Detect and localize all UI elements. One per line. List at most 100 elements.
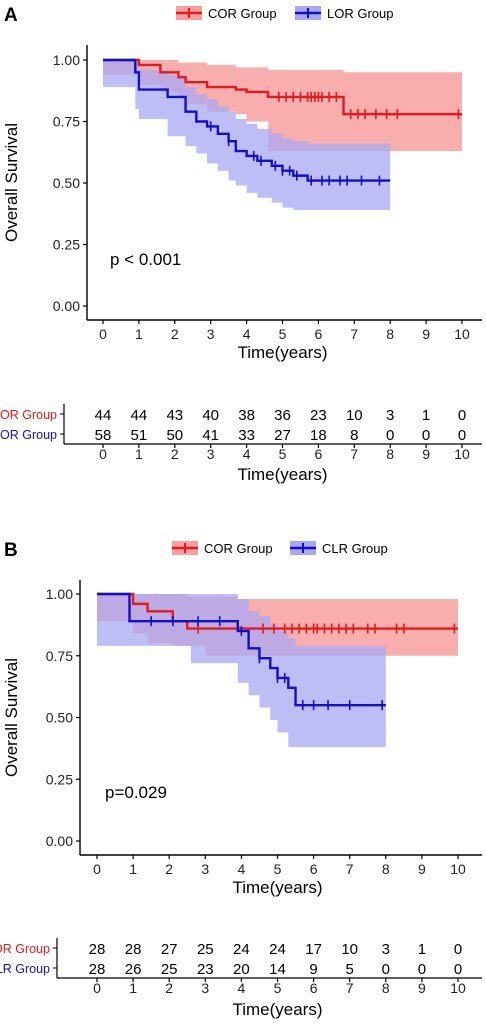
legend-label: COR Group (204, 541, 273, 556)
risk-time-label: 5 (279, 446, 287, 462)
risk-time-label: 9 (418, 980, 426, 996)
x-tick-label: 7 (350, 326, 358, 342)
risk-cell: 27 (274, 427, 291, 444)
risk-cell: 0 (418, 961, 426, 978)
x-axis-label: Time(years) (237, 343, 327, 362)
y-tick-label: 0.50 (53, 175, 80, 191)
risk-cell: 10 (341, 941, 358, 958)
x-tick-label: 3 (201, 861, 209, 877)
risk-table: COR Group2828272524241710310CLR Group282… (0, 938, 482, 1019)
risk-cell: 18 (310, 427, 327, 444)
panel-b: B COR Group CLR Group 0.00 0.25 0.50 0.75 1.00 0… (0, 540, 482, 1019)
y-tick-label: 0.75 (53, 114, 80, 130)
risk-cell: 24 (233, 941, 250, 958)
x-tick-label: 3 (207, 326, 215, 342)
risk-cell: 51 (131, 427, 148, 444)
risk-cell: 33 (238, 427, 255, 444)
risk-cell: 25 (161, 961, 178, 978)
x-tick-label: 2 (171, 326, 179, 342)
risk-cell: 25 (197, 941, 214, 958)
risk-cell: 40 (202, 407, 219, 424)
risk-time-label: 2 (171, 446, 179, 462)
risk-cell: 44 (131, 407, 148, 424)
x-tick-label: 9 (422, 326, 430, 342)
risk-time-label: 6 (310, 980, 318, 996)
risk-row-label: COR Group (0, 408, 57, 422)
x-tick-label: 10 (450, 861, 466, 877)
risk-x-axis-label: Time(years) (232, 1000, 322, 1019)
x-axis-label: Time(years) (232, 878, 322, 897)
risk-time-label: 3 (201, 980, 209, 996)
survival-line-cor (103, 58, 462, 116)
risk-row-label: COR Group (0, 942, 50, 956)
x-tick-label: 1 (135, 326, 143, 342)
x-tick-label: 1 (129, 861, 137, 877)
y-tick-label: 1.00 (53, 52, 80, 68)
panel-label: B (4, 540, 18, 561)
risk-row-label: CLR Group (0, 962, 50, 976)
risk-cell: 20 (233, 961, 250, 978)
risk-cell: 0 (454, 961, 462, 978)
risk-cell: 0 (386, 427, 394, 444)
risk-cell: 5 (346, 961, 354, 978)
legend-label: CLR Group (322, 541, 388, 556)
risk-cell: 27 (161, 941, 178, 958)
risk-cell: 0 (422, 427, 430, 444)
risk-time-label: 1 (129, 980, 137, 996)
risk-cell: 17 (305, 941, 322, 958)
risk-cell: 43 (166, 407, 183, 424)
risk-time-label: 9 (422, 446, 430, 462)
y-tick-label: 0.75 (46, 648, 73, 664)
risk-cell: 44 (95, 407, 112, 424)
risk-cell: 41 (202, 427, 219, 444)
risk-cell: 1 (422, 407, 430, 424)
x-tick-label: 10 (454, 326, 470, 342)
risk-time-label: 4 (238, 980, 246, 996)
x-tick-label: 6 (310, 861, 318, 877)
risk-time-label: 5 (274, 980, 282, 996)
risk-cell: 14 (269, 961, 286, 978)
legend-item: COR Group (172, 541, 273, 556)
risk-time-label: 0 (99, 446, 107, 462)
x-tick-label: 0 (99, 326, 107, 342)
risk-x-axis-label: Time(years) (237, 465, 327, 484)
legend-label: LOR Group (327, 6, 393, 21)
legend-item: CLR Group (290, 541, 388, 556)
risk-cell: 0 (458, 427, 466, 444)
x-tick-label: 0 (93, 861, 101, 877)
panel-label: A (4, 5, 18, 26)
risk-time-label: 7 (350, 446, 358, 462)
y-axis-label: Overall Survival (2, 658, 21, 777)
x-tick-label: 4 (243, 326, 251, 342)
risk-cell: 3 (382, 941, 390, 958)
risk-time-label: 7 (346, 980, 354, 996)
y-tick-label: 0.00 (53, 298, 80, 314)
risk-time-label: 10 (454, 446, 470, 462)
y-axis-label: Overall Survival (2, 123, 21, 242)
legend-item: LOR Group (295, 6, 393, 21)
panel-a: A COR Group LOR Group 0.00 0.25 0.50 0.75 1.00 0… (0, 5, 482, 484)
risk-cell: 8 (350, 427, 358, 444)
risk-cell: 23 (197, 961, 214, 978)
risk-cell: 28 (89, 961, 106, 978)
x-tick-label: 5 (279, 326, 287, 342)
risk-cell: 0 (458, 407, 466, 424)
risk-cell: 3 (386, 407, 394, 424)
risk-cell: 28 (125, 941, 142, 958)
x-tick-label: 5 (274, 861, 282, 877)
risk-time-label: 8 (386, 446, 394, 462)
plot-area (103, 58, 462, 211)
p-value: p=0.029 (105, 783, 167, 802)
risk-cell: 26 (125, 961, 142, 978)
risk-cell: 50 (166, 427, 183, 444)
x-tick-label: 8 (386, 326, 394, 342)
x-tick-label: 6 (315, 326, 323, 342)
y-tick-label: 1.00 (46, 586, 73, 602)
legend-label: COR Group (208, 6, 277, 21)
risk-cell: 0 (454, 941, 462, 958)
risk-cell: 9 (309, 961, 317, 978)
risk-time-label: 2 (165, 980, 173, 996)
x-tick-label: 8 (382, 861, 390, 877)
y-tick-label: 0.50 (46, 710, 73, 726)
